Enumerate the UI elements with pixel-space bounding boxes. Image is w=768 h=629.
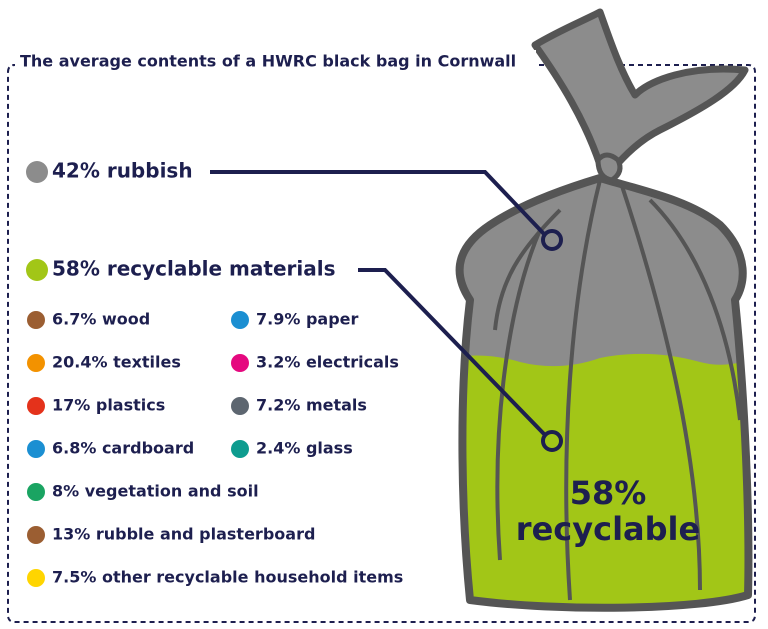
material-dot	[27, 440, 45, 458]
material-label: 20.4% textiles	[52, 353, 181, 372]
material-dot	[231, 311, 249, 329]
material-label: 7.5% other recyclable household items	[52, 568, 403, 587]
material-label: 7.2% metals	[256, 396, 367, 415]
material-label: 6.7% wood	[52, 310, 150, 329]
bag	[455, 8, 753, 612]
dashed-border	[7, 64, 756, 623]
material-label: 6.8% cardboard	[52, 439, 194, 458]
bag-label: 58%	[570, 474, 647, 512]
material-dot	[27, 526, 45, 544]
material-dot	[231, 354, 249, 372]
material-label: 3.2% electricals	[256, 353, 399, 372]
material-label: 13% rubble and plasterboard	[52, 525, 315, 544]
recyclable-dot	[26, 259, 48, 281]
rubbish-dot	[26, 161, 48, 183]
material-dot	[231, 397, 249, 415]
material-label: 17% plastics	[52, 396, 165, 415]
connectors	[210, 170, 563, 452]
material-dot	[27, 569, 45, 587]
material-dot	[27, 397, 45, 415]
title: The average contents of a HWRC black bag…	[20, 52, 516, 71]
material-dot	[231, 440, 249, 458]
bag-label: recyclable	[516, 510, 700, 548]
material-dot	[27, 483, 45, 501]
material-label: 2.4% glass	[256, 439, 353, 458]
material-dot	[27, 311, 45, 329]
material-dot	[27, 354, 45, 372]
recyclable-label: 58% recyclable materials	[52, 257, 336, 281]
rubbish-label: 42% rubbish	[52, 159, 193, 183]
material-label: 8% vegetation and soil	[52, 482, 259, 501]
material-label: 7.9% paper	[256, 310, 359, 329]
title-bg	[16, 50, 536, 74]
